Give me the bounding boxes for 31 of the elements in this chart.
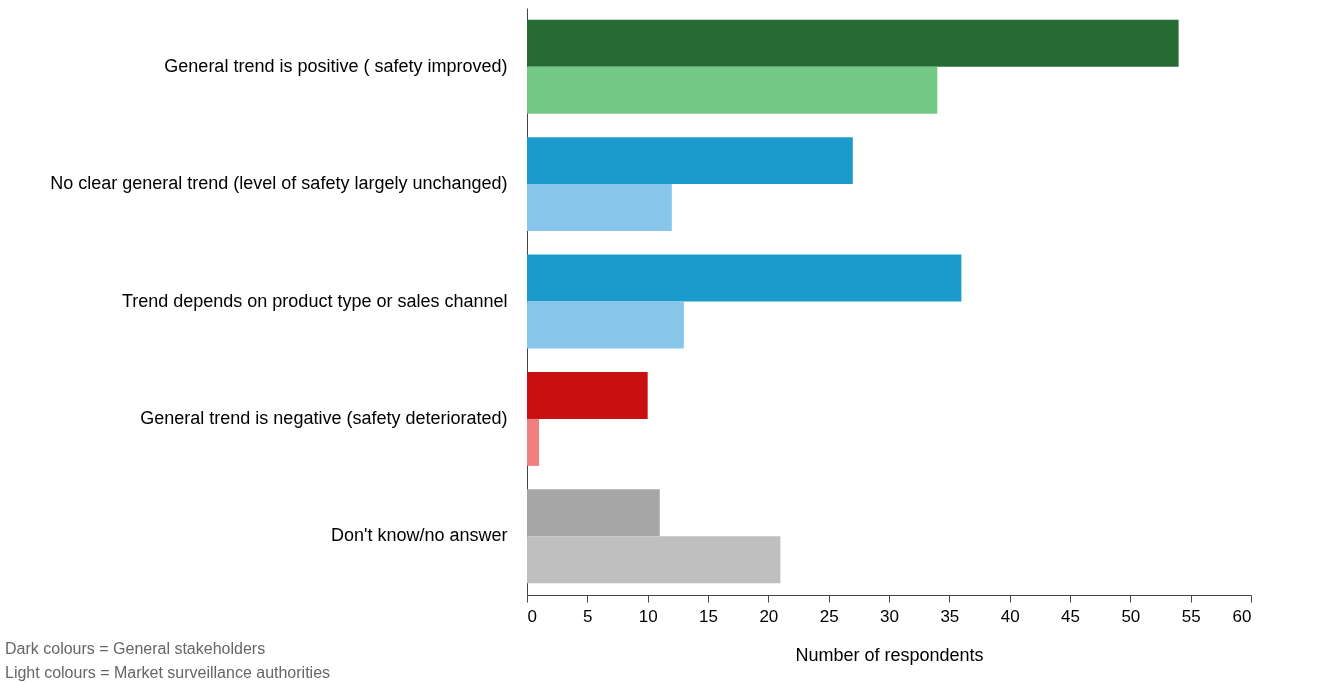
text: Light colours = Market surveillance authorities bbox=[5, 664, 331, 681]
y-tick-label: No clear general trend (level of safety largely unchanged) bbox=[50, 173, 508, 194]
x-tick-label: 20 bbox=[759, 606, 779, 626]
x-tick-label: 45 bbox=[1061, 606, 1080, 626]
y-tick-label: General trend is negative (safety deteriorated) bbox=[140, 407, 508, 428]
x-axis-title: Number of respondents bbox=[795, 644, 984, 665]
text: Dark colours = General stakeholders bbox=[5, 640, 266, 657]
y-tick-label: General trend is positive ( safety improved) bbox=[164, 55, 508, 76]
x-tick-label: 15 bbox=[699, 606, 718, 626]
x-tick-label: 40 bbox=[1000, 606, 1020, 626]
bar bbox=[527, 254, 962, 302]
bar bbox=[527, 418, 540, 466]
x-tick-label: 60 bbox=[1232, 606, 1252, 626]
x-tick-label: 25 bbox=[819, 606, 839, 626]
x-tick-label: 50 bbox=[1121, 606, 1141, 626]
bar bbox=[527, 19, 1179, 67]
bar bbox=[527, 371, 648, 419]
y-tick-label: Trend depends on product type or sales channel bbox=[121, 290, 508, 311]
x-tick-label: 5 bbox=[583, 606, 593, 626]
x-tick-label: 35 bbox=[940, 606, 960, 626]
x-tick-label: 0 bbox=[527, 606, 537, 626]
bar bbox=[527, 66, 938, 114]
y-tick-label: Don't know/no answer bbox=[330, 525, 508, 546]
bar bbox=[527, 137, 853, 185]
x-tick-label: 10 bbox=[638, 606, 658, 626]
bar bbox=[527, 536, 781, 584]
x-tick-label: 55 bbox=[1181, 606, 1201, 626]
bar bbox=[527, 184, 672, 232]
x-tick-label: 30 bbox=[880, 606, 899, 626]
bar bbox=[527, 489, 660, 537]
bar bbox=[527, 301, 684, 349]
